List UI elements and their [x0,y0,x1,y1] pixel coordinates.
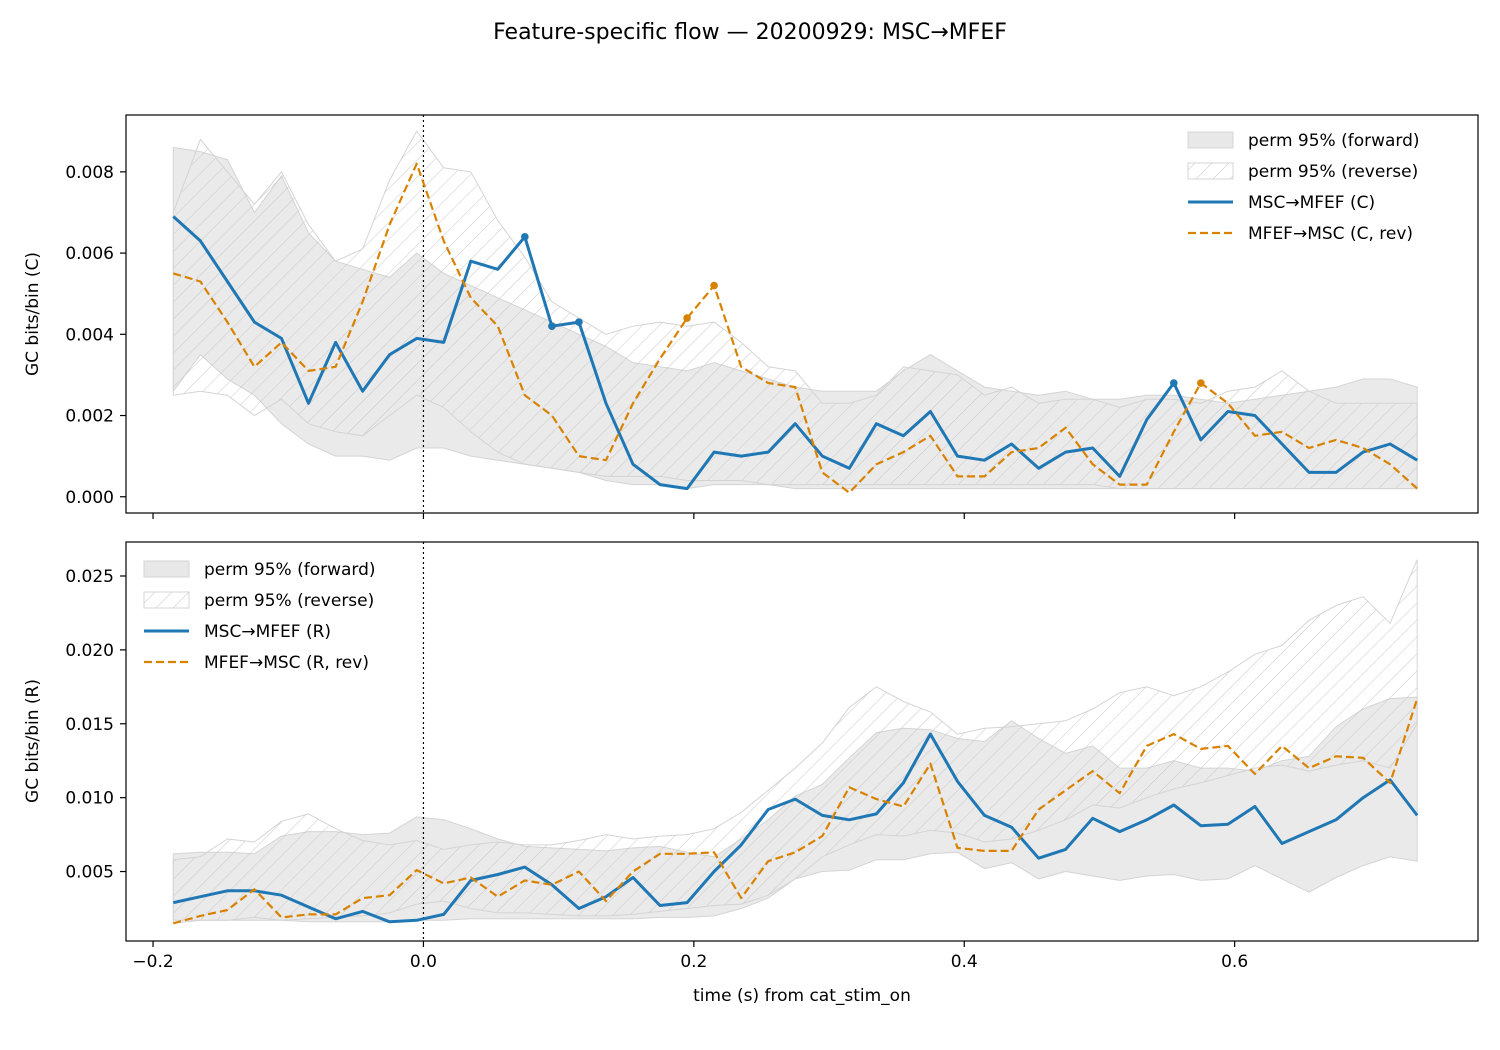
top-significant-point [710,281,718,290]
bottom-series-reverse-line [173,698,1419,925]
x-tick-label: 0.2 [680,952,707,972]
legend-swatch-forward-band [1187,131,1234,149]
legend-label: MSC→MFEF (R) [204,622,331,642]
y-tick-label: 0.000 [65,488,114,508]
bottom-band-reverse [172,559,1418,924]
top-significant-point [683,314,691,322]
top-significant-point [1197,379,1205,387]
bottom-series-forward-line [172,732,1419,924]
bottom-panel: −0.2 0.0 0.2 0.4 0.6 0.005 0.010 0.015 0.020 0.02… [23,541,1479,972]
legend-swatch-forward-band [143,560,190,578]
legend-label: perm 95% (reverse) [1248,162,1418,182]
y-tick-label: 0.002 [65,407,114,427]
top-significant-point [521,233,529,241]
y-tick-label: 0.020 [65,641,114,661]
top-series-reverse-line [172,162,1418,494]
legend-label: MFEF→MSC (R, rev) [204,653,369,673]
bottom-legend: perm 95% (forward) perm 95% (reverse) MSC→… [143,560,376,673]
top-axes-frame [125,114,1479,514]
bottom-axes-frame [125,541,1479,942]
x-axis-label: time (s) from cat_stim_on [693,986,911,1006]
top-series-forward-line [172,215,1418,491]
x-tick-label: 0.6 [1221,952,1248,972]
top-legend: perm 95% (forward) perm 95% (reverse) MSC→… [1187,131,1420,244]
legend-label: perm 95% (reverse) [204,591,374,611]
top-panel: 0.000 0.002 0.004 0.006 0.008 GC bits/bin (C… [23,114,1479,519]
y-tick-label: 0.025 [65,567,114,587]
legend-swatch-reverse-band [143,591,190,609]
legend-label: perm 95% (forward) [204,560,376,580]
y-tick-label: 0.010 [65,789,114,809]
x-tick-label: −0.2 [132,952,173,972]
y-tick-label: 0.004 [65,325,114,345]
top-y-axis-label: GC bits/bin (C) [23,252,43,376]
legend-label: MFEF→MSC (C, rev) [1248,224,1413,244]
figure-title: Feature-specific flow — 20200929: MSC→MF… [493,20,1007,45]
top-significant-point [548,322,556,330]
x-tick-label: 0.0 [410,952,437,972]
y-tick-label: 0.005 [65,863,114,883]
bottom-y-axis-label: GC bits/bin (R) [23,679,43,803]
y-tick-label: 0.006 [65,244,114,264]
legend-label: perm 95% (forward) [1248,131,1420,151]
top-significant-point [575,318,583,326]
top-significant-point [1170,379,1178,387]
x-tick-label: 0.4 [951,952,978,972]
legend-swatch-reverse-band [1187,162,1234,180]
y-tick-label: 0.015 [65,715,114,735]
y-tick-label: 0.008 [65,163,114,183]
legend-label: MSC→MFEF (C) [1248,193,1375,213]
